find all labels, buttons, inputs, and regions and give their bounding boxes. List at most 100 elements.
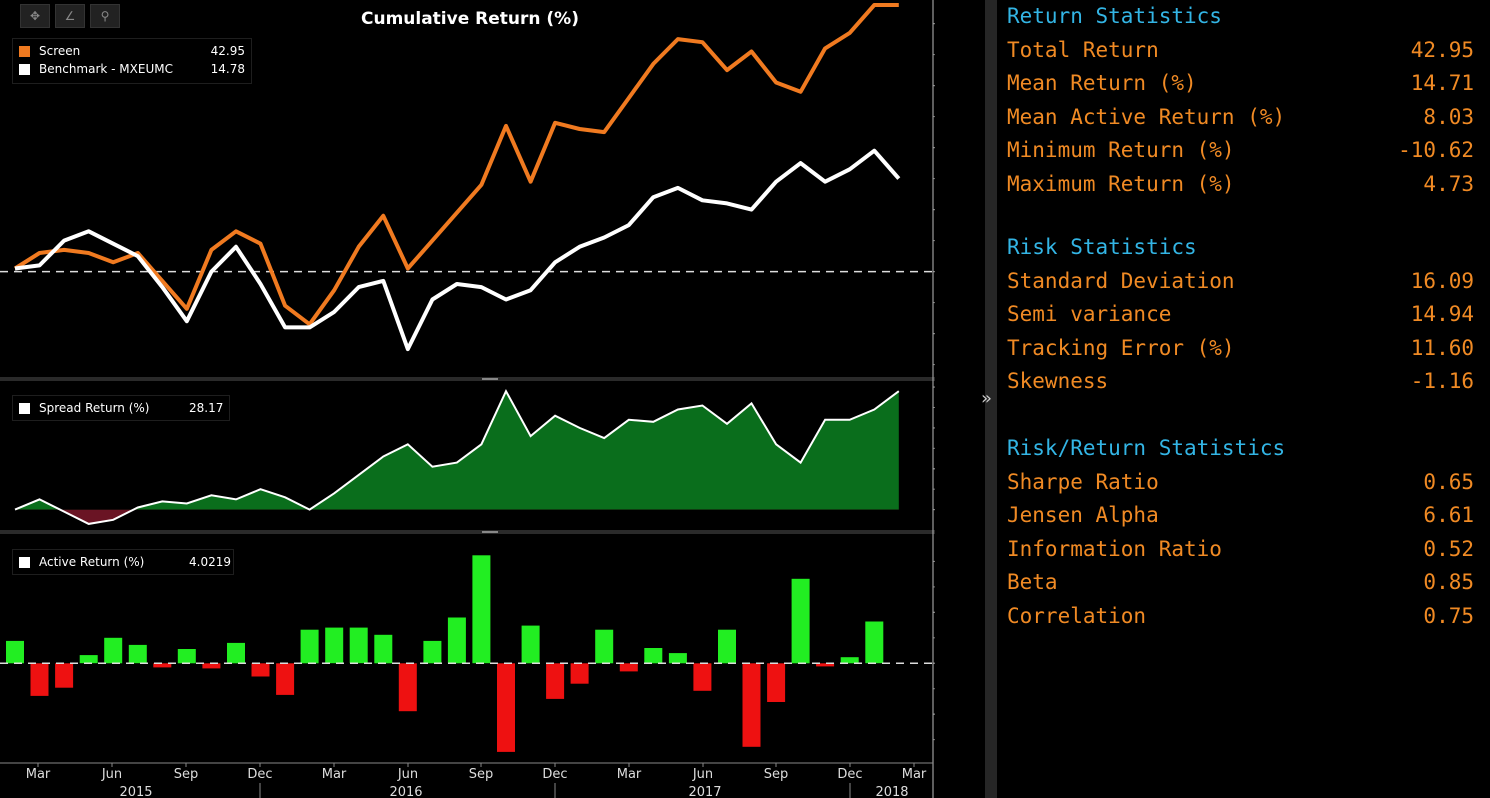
spread-legend: Spread Return (%) 28.17 [12,395,230,421]
stat-value: 42.95 [1410,38,1474,62]
legend-spread[interactable]: Spread Return (%) 28.17 [13,399,229,417]
legend-screen[interactable]: Screen 42.95 [13,42,251,60]
active-return-bar [718,629,736,664]
legend-value: 14.78 [210,62,245,76]
stat-label: Minimum Return (%) [1007,138,1235,163]
stat-label: Beta [1007,570,1058,595]
legend-swatch [19,557,30,568]
stat-label: Sharpe Ratio [1007,470,1159,494]
draw-line-icon[interactable]: ∠ [55,4,85,28]
legend-label: Active Return (%) [39,555,145,569]
legend-value: 42.95 [210,44,245,58]
stat-row: Sharpe Ratio 0.65 [1007,470,1474,494]
active-return-bar [791,578,810,664]
active-return-bar [251,663,270,677]
stat-label: Jensen Alpha [1007,503,1159,528]
x-month-label: Mar [617,767,642,782]
stat-value: 14.94 [1410,302,1474,327]
active-return-bar [104,637,123,664]
active-return-bar [79,655,98,664]
stat-label: Total Return [1007,38,1159,62]
active-return-bar [472,555,491,664]
x-month-label: Mar [902,767,927,782]
stat-row: Tracking Error (%) 11.60 [1007,336,1474,360]
stat-row: Total Return 42.95 [1007,38,1474,62]
stat-value: -1.16 [1410,369,1474,394]
x-month-label: Dec [542,767,567,782]
active-return-bar [865,621,884,664]
x-month-label: Mar [26,767,51,782]
stat-label: Skewness [1007,369,1109,394]
stat-value: 0.52 [1423,536,1474,561]
x-month-label: Dec [247,767,272,782]
stat-value: 8.03 [1423,104,1474,129]
active-return-bar [619,663,638,672]
stats-section-title: Risk/Return Statistics [1007,436,1286,460]
stat-label: Correlation [1007,603,1147,628]
legend-value: 28.17 [189,401,224,415]
x-month-label: Sep [764,767,789,782]
active-return-bar [693,663,712,691]
panel-divider [0,530,935,534]
stat-label: Maximum Return (%) [1007,171,1235,196]
stat-row: Semi variance 14.94 [1007,302,1474,326]
active-return-bar [349,627,368,664]
series-line-benchmark [14,148,901,352]
active-return-bar [30,663,49,696]
active-return-bar [595,629,614,664]
stat-row: Jensen Alpha 6.61 [1007,503,1474,527]
legend-swatch [19,46,30,57]
x-month-label: Sep [174,767,199,782]
active-return-bar [153,663,172,668]
collapse-chevron-icon[interactable]: » [981,388,993,409]
active-return-bar [276,663,295,695]
x-year-label: 2017 [688,785,721,798]
active-return-bar [816,663,835,667]
active-return-bar [644,648,663,664]
stat-value: -10.62 [1398,138,1474,163]
stat-value: 0.65 [1423,470,1474,494]
x-month-label: Jun [692,767,713,782]
stat-value: 4.73 [1423,171,1474,196]
legend-label: Screen [39,44,81,58]
stat-label: Mean Active Return (%) [1007,104,1286,129]
spread-area-positive [15,391,899,510]
active-return-bar [227,642,245,664]
zoom-icon[interactable]: ⚲ [90,4,120,28]
x-year-label: 2015 [119,785,152,798]
stats-section-title: Risk Statistics [1007,235,1197,259]
chart-area: -100102030400102030-50510Cumulative Retu… [0,0,935,798]
stat-value: 6.61 [1423,503,1474,528]
stat-label: Information Ratio [1007,536,1222,561]
stat-label: Semi variance [1007,302,1172,327]
spread-line [14,388,900,525]
x-month-label: Sep [469,767,494,782]
stat-value: 0.75 [1423,603,1474,628]
stat-value: 0.85 [1423,570,1474,595]
legend-swatch [19,64,30,75]
stat-row: Standard Deviation 16.09 [1007,269,1474,293]
panel-splitter[interactable] [985,0,997,798]
resize-grip-icon [482,378,498,380]
stat-row: Skewness -1.16 [1007,369,1474,393]
active-return-bar [55,663,74,688]
legend-value: 4.0219 [189,555,231,569]
stat-label: Mean Return (%) [1007,71,1197,96]
active-return-bar [767,663,786,702]
series-line-screen [13,3,899,327]
cumulative-legend: Screen 42.95 Benchmark - MXEUMC 14.78 [12,38,252,84]
legend-benchmark[interactable]: Benchmark - MXEUMC 14.78 [13,60,251,78]
crosshair-icon[interactable]: ✥ [20,4,50,28]
spread-area-negative [15,509,899,524]
active-return-bar [668,653,687,664]
panel-divider [0,377,935,381]
active-return-bar [570,663,589,684]
legend-swatch [19,403,30,414]
legend-active[interactable]: Active Return (%) 4.0219 [13,553,233,571]
stat-row: Mean Return (%) 14.71 [1007,71,1474,95]
stat-value: 11.60 [1410,335,1474,360]
stat-row: Correlation 0.75 [1007,604,1474,628]
active-legend: Active Return (%) 4.0219 [12,549,234,575]
stat-row: Information Ratio 0.52 [1007,537,1474,561]
stat-label: Tracking Error (%) [1007,335,1235,360]
